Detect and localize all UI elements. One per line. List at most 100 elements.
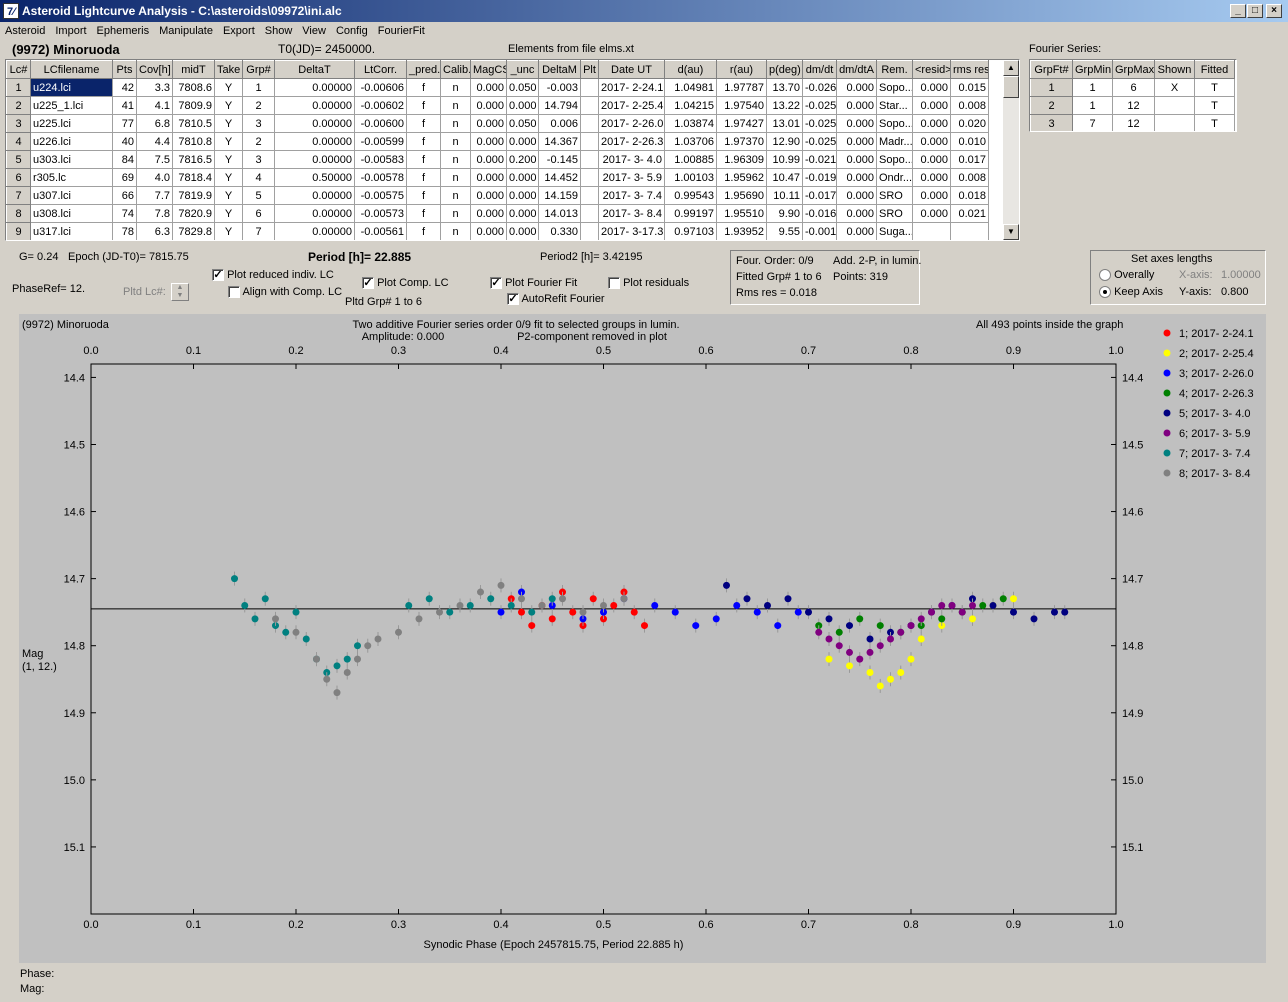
table-cell[interactable]: 14.367 — [538, 132, 581, 151]
table-cell[interactable]: 0.00000 — [274, 78, 355, 97]
table-cell[interactable]: 4.1 — [136, 96, 173, 115]
fourier-cell[interactable]: 1 — [1072, 78, 1113, 97]
table-cell[interactable]: 10.11 — [766, 186, 803, 205]
table-cell[interactable]: 2 — [6, 96, 31, 115]
table-cell[interactable]: u308.lci — [30, 204, 113, 223]
table-cell[interactable]: 0.020 — [950, 114, 989, 133]
table-cell[interactable]: 1.03706 — [664, 132, 717, 151]
table-cell[interactable]: 13.01 — [766, 114, 803, 133]
table-cell[interactable]: u303.lci — [30, 150, 113, 169]
column-header[interactable]: LCfilename — [30, 60, 113, 79]
table-cell[interactable]: -0.021 — [802, 150, 837, 169]
table-cell[interactable]: 1.97370 — [716, 132, 767, 151]
table-cell[interactable]: 41 — [112, 96, 137, 115]
menu-asteroid[interactable]: Asteroid — [5, 25, 46, 37]
table-cell[interactable]: -0.00599 — [354, 132, 407, 151]
table-row[interactable]: 3 u225.lci 77 6.8 7810.5 Y 3 0.00000 -0.00600 f n 0… — [6, 114, 989, 133]
table-cell[interactable]: 0.010 — [950, 132, 989, 151]
table-cell[interactable]: 7.5 — [136, 150, 173, 169]
menu-fourierfit[interactable]: FourierFit — [377, 25, 425, 37]
table-cell[interactable]: -0.00583 — [354, 150, 407, 169]
menu-import[interactable]: Import — [55, 25, 87, 37]
menu-export[interactable]: Export — [222, 25, 255, 37]
table-cell[interactable]: 0.000 — [912, 132, 951, 151]
column-header[interactable]: dm/dt — [802, 60, 837, 79]
table-cell[interactable] — [580, 114, 599, 133]
table-cell[interactable]: SRO — [876, 204, 913, 223]
table-cell[interactable]: 10.99 — [766, 150, 803, 169]
table-cell[interactable]: 1.95510 — [716, 204, 767, 223]
table-cell[interactable]: 0.000 — [470, 132, 507, 151]
table-cell[interactable]: 0.008 — [950, 96, 989, 115]
column-header[interactable]: Calib. — [440, 60, 471, 79]
fourier-cell[interactable]: 2 — [1030, 96, 1073, 115]
table-cell[interactable]: 1.97540 — [716, 96, 767, 115]
table-cell[interactable]: 0.00000 — [274, 132, 355, 151]
table-cell[interactable]: 0.000 — [470, 204, 507, 223]
column-header[interactable]: MagCS — [470, 60, 507, 79]
column-header[interactable]: Lc# — [6, 60, 31, 79]
table-cell[interactable] — [580, 78, 599, 97]
table-cell[interactable]: 0.006 — [538, 114, 581, 133]
table-cell[interactable]: 0.000 — [506, 204, 539, 223]
table-cell[interactable]: 0.000 — [470, 168, 507, 187]
table-cell[interactable]: 0.015 — [950, 78, 989, 97]
table-cell[interactable]: 0.000 — [470, 78, 507, 97]
table-cell[interactable] — [912, 222, 951, 240]
keep-axis-radio[interactable]: Keep Axis — [1099, 286, 1163, 299]
table-cell[interactable]: 0.000 — [836, 186, 877, 205]
fourier-cell[interactable]: T — [1194, 96, 1235, 115]
table-cell[interactable]: 9.90 — [766, 204, 803, 223]
column-header[interactable]: dm/dtA — [836, 60, 877, 79]
table-cell[interactable]: 1.04981 — [664, 78, 717, 97]
table-row[interactable]: 5 u303.lci 84 7.5 7816.5 Y 3 0.00000 -0.00583 f n 0… — [6, 150, 989, 169]
scroll-down-button[interactable]: ▼ — [1003, 224, 1019, 240]
table-cell[interactable]: 6.3 — [136, 222, 173, 240]
table-cell[interactable]: 0.017 — [950, 150, 989, 169]
fourier-row[interactable]: 2 1 12 T — [1030, 96, 1235, 115]
column-header[interactable]: _unc — [506, 60, 539, 79]
table-cell[interactable]: f — [406, 186, 441, 205]
table-cell[interactable]: 0.99197 — [664, 204, 717, 223]
table-cell[interactable]: 4 — [6, 132, 31, 151]
table-cell[interactable]: 7820.9 — [172, 204, 215, 223]
table-cell[interactable]: 14.452 — [538, 168, 581, 187]
fourier-cell[interactable] — [1154, 96, 1195, 115]
table-cell[interactable]: 0.000 — [470, 150, 507, 169]
table-cell[interactable]: n — [440, 204, 471, 223]
plot-comp-checkbox[interactable]: ✓ Plot Comp. LC — [362, 277, 449, 290]
table-cell[interactable]: 0.050 — [506, 78, 539, 97]
table-cell[interactable]: 3.3 — [136, 78, 173, 97]
table-cell[interactable]: -0.00573 — [354, 204, 407, 223]
table-cell[interactable]: 0.000 — [836, 204, 877, 223]
table-cell[interactable]: Y — [214, 78, 243, 97]
table-cell[interactable]: 0.00000 — [274, 150, 355, 169]
table-cell[interactable]: 0.200 — [506, 150, 539, 169]
menu-manipulate[interactable]: Manipulate — [159, 25, 213, 37]
table-cell[interactable]: 1.93952 — [716, 222, 767, 240]
menu-view[interactable]: View — [302, 25, 326, 37]
column-header[interactable]: Grp# — [242, 60, 275, 79]
table-cell[interactable]: u225.lci — [30, 114, 113, 133]
column-header[interactable]: Cov[h] — [136, 60, 173, 79]
table-cell[interactable]: 12.90 — [766, 132, 803, 151]
table-cell[interactable]: n — [440, 150, 471, 169]
column-header[interactable]: Plt — [580, 60, 599, 79]
table-row[interactable]: 1 u224.lci 42 3.3 7808.6 Y 1 0.00000 -0.00606 f n 0… — [6, 78, 989, 97]
table-cell[interactable]: Y — [214, 186, 243, 205]
table-cell[interactable]: 7816.5 — [172, 150, 215, 169]
table-cell[interactable]: u307.lci — [30, 186, 113, 205]
table-cell[interactable]: Sopo... — [876, 114, 913, 133]
table-cell[interactable]: 0.050 — [506, 114, 539, 133]
table-cell[interactable]: -0.026 — [802, 78, 837, 97]
close-button[interactable]: × — [1266, 4, 1282, 18]
table-cell[interactable]: 2017- 3- 7.4 — [598, 186, 665, 205]
table-cell[interactable]: 40 — [112, 132, 137, 151]
table-cell[interactable]: 0.018 — [950, 186, 989, 205]
table-cell[interactable]: 1.00103 — [664, 168, 717, 187]
lightcurve-plot-panel[interactable]: 0.0 0.0 0.1 0.1 0.2 0.2 0.3 0.3 0.4 0.4 0.5 0.5 0.6 0… — [19, 314, 1266, 963]
table-cell[interactable]: f — [406, 96, 441, 115]
table-cell[interactable]: 0.000 — [912, 114, 951, 133]
table-cell[interactable]: n — [440, 168, 471, 187]
fourier-cell[interactable]: T — [1194, 78, 1235, 97]
